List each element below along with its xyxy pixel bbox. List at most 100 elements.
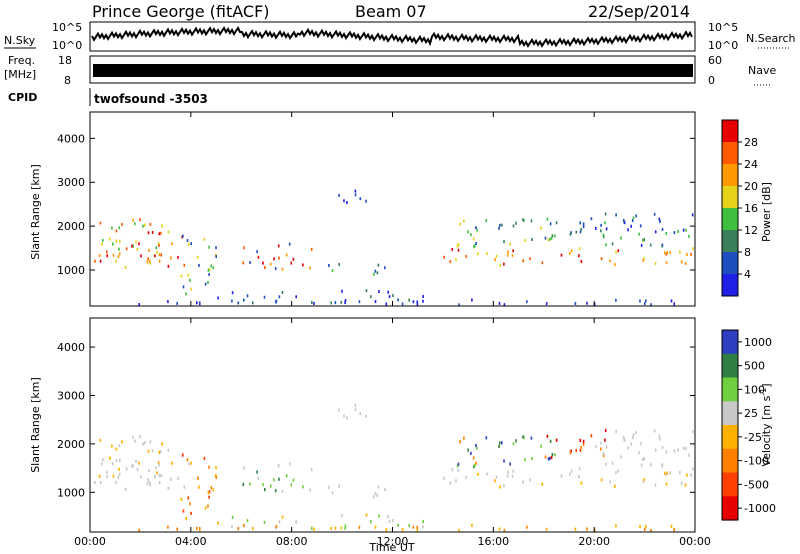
velocity-cell [547, 457, 550, 461]
power-cell [663, 251, 666, 255]
power-cell [147, 231, 150, 235]
velocity-cell [401, 528, 404, 532]
velocity-cell [334, 526, 337, 530]
velocity-cell [210, 486, 213, 490]
power-cell [376, 271, 379, 275]
velocity-cell [609, 480, 611, 484]
velocity-cell [551, 453, 554, 457]
power-cell [560, 253, 563, 257]
velocity-cell [328, 485, 330, 489]
velocity-cell [416, 525, 419, 530]
velocity-cell [632, 433, 635, 437]
velocity-cell [112, 474, 115, 478]
velocity-cell [198, 485, 200, 489]
freq-frame [89, 55, 696, 84]
velocity-cell [690, 473, 692, 477]
time-axis: 00:00 04:00 08:00 12:00 16:00 20:00 00:00 [74, 112, 711, 548]
power-cell [501, 223, 503, 227]
velocity-cell [663, 471, 666, 475]
power-cell [604, 212, 607, 216]
velocity-cell [148, 469, 150, 473]
velocity-cell [529, 478, 531, 482]
velocity-cell [673, 449, 676, 453]
velocity-cell [115, 480, 117, 485]
velocity-cell [408, 523, 410, 528]
power-cell [605, 243, 607, 247]
velocity-cell [685, 446, 687, 450]
power-cell [686, 253, 688, 256]
power-cell [134, 222, 136, 226]
velocity-cell [365, 414, 367, 418]
power-cell [498, 226, 500, 230]
power-cell [290, 261, 293, 265]
velocity-cell [639, 442, 642, 446]
power-cell [679, 250, 681, 254]
power-cell [154, 254, 156, 258]
velocity-cell [600, 441, 602, 445]
power-cell [358, 300, 361, 304]
power-cell [278, 295, 281, 299]
power-cell [109, 237, 111, 241]
velocity-cell [387, 515, 389, 519]
power-cell [545, 302, 548, 306]
power-cell [215, 253, 217, 257]
colorbar-swatch [722, 274, 738, 297]
y-tick-label: 1000 [57, 486, 85, 499]
velocity-cell [158, 481, 161, 485]
velocity-cell [132, 464, 134, 468]
colorbar-tick-label: 20 [744, 180, 758, 193]
power-cell [148, 259, 151, 263]
velocity-cell [654, 483, 657, 487]
velocity-cell [686, 473, 688, 477]
velocity-cell [457, 468, 460, 472]
velocity-cell [215, 475, 217, 479]
velocity-cell [472, 456, 475, 460]
velocity-cell [473, 465, 475, 469]
power-cell [292, 257, 295, 261]
velocity-cell [358, 525, 361, 529]
nsky-tick-top: 10^5 [52, 21, 82, 34]
power-cell [144, 223, 146, 227]
velocity-cell [506, 474, 509, 478]
power-cell [131, 244, 133, 248]
power-cell [384, 266, 386, 270]
velocity-cell [659, 437, 661, 441]
velocity-cell [530, 436, 533, 440]
velocity-cell [503, 484, 505, 488]
velocity-cell [147, 449, 150, 453]
power-cell [550, 236, 553, 240]
velocity-cell [503, 459, 505, 463]
velocity-cbar-label: Velocity [m s-1] [759, 383, 774, 466]
power-cell [167, 264, 170, 268]
power-cell [112, 242, 114, 246]
power-cell [673, 231, 676, 235]
power-cell [473, 245, 475, 249]
power-cell [198, 301, 201, 305]
velocity-cell [579, 438, 582, 442]
power-cell [115, 239, 118, 243]
power-cell [310, 247, 313, 251]
power-ylabel: Slant Range [km] [29, 164, 42, 260]
power-cell [343, 199, 345, 203]
power-cell [549, 237, 551, 241]
velocity-cell [196, 526, 198, 531]
velocity-cell [190, 511, 192, 515]
power-cell [208, 245, 210, 249]
velocity-cell [422, 525, 424, 529]
velocity-cell [187, 496, 190, 500]
power-cell [494, 258, 496, 262]
power-cell [580, 260, 583, 264]
velocity-cell [449, 481, 452, 485]
velocity-cell [275, 525, 278, 529]
velocity-cell [600, 478, 603, 482]
velocity-cell [270, 484, 272, 488]
power-cell [649, 243, 652, 247]
velocity-cell [416, 528, 419, 533]
power-cell [146, 260, 149, 264]
velocity-cell [231, 515, 234, 519]
velocity-cell [106, 475, 108, 479]
velocity-cell [217, 521, 219, 525]
nave-tick-top: 60 [708, 54, 722, 67]
nsky-tick-bottom: 10^0 [52, 39, 82, 52]
power-cell [106, 250, 108, 254]
